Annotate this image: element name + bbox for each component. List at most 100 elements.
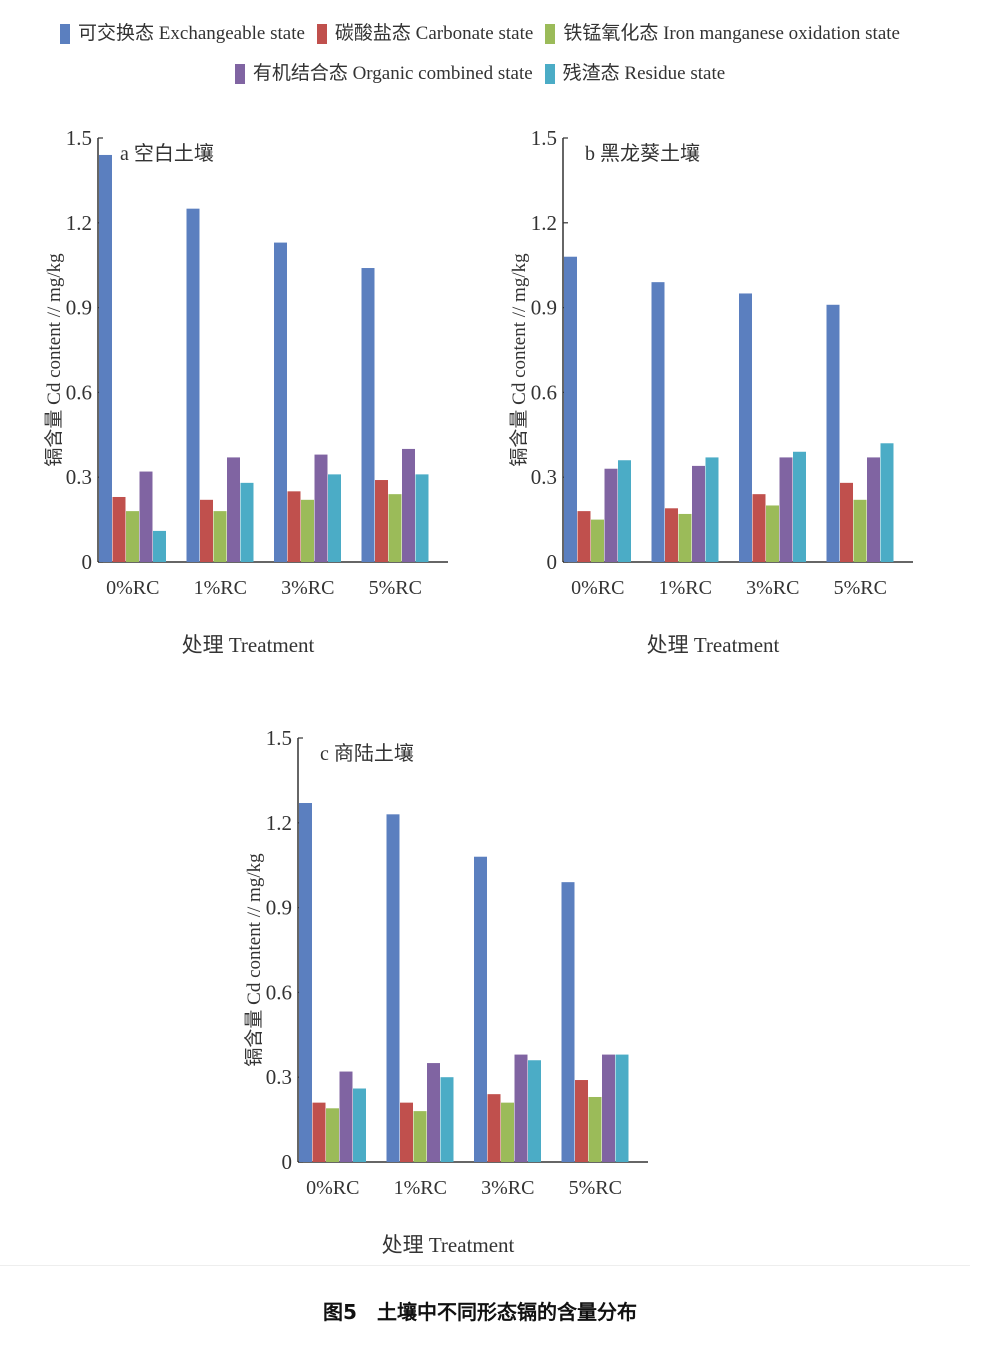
x-tick-label: 5%RC <box>569 1177 622 1199</box>
y-tick-label: 0.6 <box>66 380 92 404</box>
y-tick-label: 0 <box>547 550 558 574</box>
bar <box>361 268 375 562</box>
y-tick-label: 0.6 <box>531 380 557 404</box>
y-tick-label: 0.3 <box>531 465 557 489</box>
chart-panel-c: 0 0.3 0.6 0.9 1.2 1.5 0%RC 1%RC 3%RC 5%RC c 商陆土壤处理… <box>243 726 648 1257</box>
chart-panel-a: 0 0.3 0.6 0.9 1.2 1.5 0%RC 1%RC 3%RC 5%RC a 空白土壤处理… <box>43 126 448 657</box>
bar <box>126 511 139 562</box>
bar <box>840 482 853 562</box>
x-tick-label: 0%RC <box>571 577 624 599</box>
bar <box>287 491 301 562</box>
bar <box>153 530 166 562</box>
y-tick-label: 0 <box>82 550 93 574</box>
y-tick-label: 1.2 <box>266 811 292 835</box>
bar <box>139 471 153 562</box>
y-tick-label: 1.2 <box>531 211 557 235</box>
bar <box>186 208 200 562</box>
bar <box>388 494 402 562</box>
legend-swatch <box>545 24 556 44</box>
legend-swatch <box>316 24 327 44</box>
legend-item: 可交换态 Exchangeable state <box>60 14 305 54</box>
bar <box>678 513 692 562</box>
bar <box>200 499 213 562</box>
bar <box>402 448 415 562</box>
y-tick-label: 0.3 <box>266 1065 292 1089</box>
legend-swatch <box>544 64 555 84</box>
y-axis-label: 镉含量 Cd content // mg/kg <box>243 853 265 1067</box>
bar <box>575 1080 588 1162</box>
legend-label: 可交换态 Exchangeable state <box>78 23 305 44</box>
bar <box>301 499 314 562</box>
bar <box>213 511 227 562</box>
bar <box>112 496 126 562</box>
y-tick-label: 0.9 <box>66 296 92 320</box>
x-tick-label: 5%RC <box>834 577 887 599</box>
bar <box>588 1096 602 1162</box>
legend-swatch <box>60 24 71 44</box>
bar <box>339 1071 353 1162</box>
y-tick-label: 1.2 <box>66 211 92 235</box>
x-tick-label: 1%RC <box>194 577 247 599</box>
y-tick-label: 0.9 <box>531 296 557 320</box>
legend-label: 残渣态 Residue state <box>562 63 726 84</box>
bar <box>705 457 719 562</box>
x-tick-label: 3%RC <box>746 577 799 599</box>
y-tick-label: 0.3 <box>66 465 92 489</box>
panel-title: a 空白土壤 <box>120 142 214 165</box>
x-axis-label: 处理 Treatment <box>647 633 780 657</box>
legend-item: 碳酸盐态 Carbonate state <box>316 14 534 54</box>
legend-label: 铁锰氧化态 Iron manganese oxidation state <box>563 23 900 44</box>
y-axis-label: 镉含量 Cd content // mg/kg <box>508 253 530 467</box>
bar <box>739 293 752 562</box>
bar <box>665 508 678 562</box>
divider <box>0 1265 970 1266</box>
bar <box>752 494 766 562</box>
legend-swatch <box>234 64 245 84</box>
x-tick-label: 0%RC <box>306 1177 359 1199</box>
bar <box>501 1102 514 1162</box>
legend-label: 碳酸盐态 Carbonate state <box>334 23 534 44</box>
bar <box>602 1054 615 1162</box>
y-tick-label: 1.5 <box>531 126 557 150</box>
bar <box>353 1088 366 1162</box>
bar <box>564 256 577 562</box>
bar <box>880 443 894 562</box>
x-tick-label: 0%RC <box>106 577 159 599</box>
y-tick-label: 0.9 <box>266 896 292 920</box>
bar <box>766 505 779 562</box>
x-tick-label: 3%RC <box>481 1177 534 1199</box>
bar <box>299 803 312 1162</box>
bar <box>474 856 487 1162</box>
bar <box>375 480 388 562</box>
legend-label: 有机结合态 Organic combined state <box>252 63 533 84</box>
bar <box>514 1054 528 1162</box>
bar <box>99 154 112 562</box>
bar <box>415 474 429 562</box>
panel-title: c 商陆土壤 <box>320 742 414 765</box>
y-tick-label: 1.5 <box>266 726 292 750</box>
bar <box>400 1102 413 1162</box>
bar <box>427 1063 440 1162</box>
bar <box>604 468 618 562</box>
x-tick-label: 5%RC <box>369 577 422 599</box>
bar <box>867 457 880 562</box>
bar <box>561 882 575 1162</box>
bar <box>314 454 328 562</box>
x-tick-label: 1%RC <box>394 1177 447 1199</box>
bar <box>528 1060 541 1162</box>
bar <box>440 1077 454 1162</box>
x-tick-label: 1%RC <box>659 577 712 599</box>
x-axis-label: 处理 Treatment <box>182 633 315 657</box>
y-tick-label: 0.6 <box>266 980 292 1004</box>
bar <box>274 242 287 562</box>
y-tick-label: 0 <box>282 1150 293 1174</box>
legend: 可交换态 Exchangeable state 碳酸盐态 Carbonate st… <box>0 14 960 94</box>
bar <box>240 482 254 562</box>
bar <box>386 814 400 1162</box>
panel-title: b 黑龙葵土壤 <box>585 142 700 165</box>
bar <box>779 457 793 562</box>
y-axis-label: 镉含量 Cd content // mg/kg <box>43 253 65 467</box>
bar <box>312 1102 326 1162</box>
figure-caption: 图5 土壤中不同形态镉的含量分布 <box>323 1300 637 1324</box>
bar <box>793 451 806 562</box>
